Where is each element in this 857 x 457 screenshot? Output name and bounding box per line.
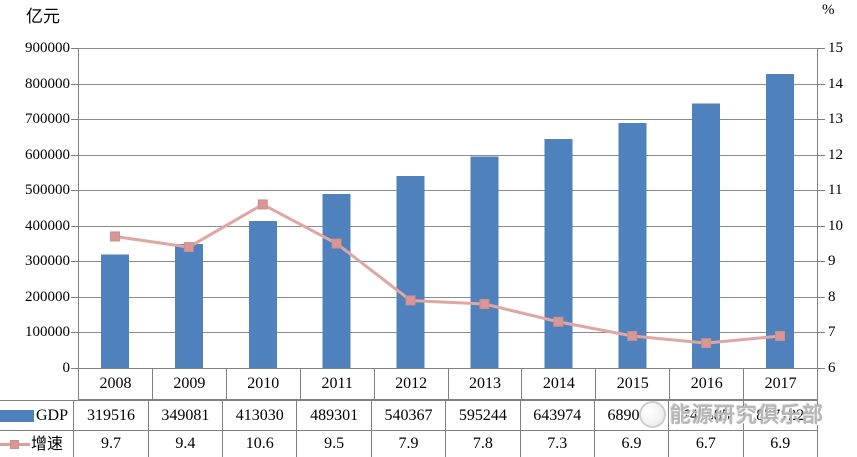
growth-marker <box>405 295 416 306</box>
growth-value-cell: 6.9 <box>593 431 668 457</box>
left-axis-unit-label: 亿元 <box>26 7 60 26</box>
gdp-value-cell: 643974 <box>519 401 594 430</box>
legend-gdp-swatch-icon <box>0 409 34 422</box>
right-axis-tick-label: 9 <box>828 253 836 270</box>
gdp-value-cell: 413030 <box>222 401 296 430</box>
gdp-bar <box>248 221 277 368</box>
gdp-bar <box>692 103 721 368</box>
year-cell: 2017 <box>743 369 817 399</box>
gdp-bar <box>544 139 573 368</box>
growth-value-cell: 7.8 <box>445 431 519 457</box>
right-axis-tick-label: 12 <box>828 146 843 163</box>
left-axis-tick-label: 200000 <box>25 288 70 305</box>
left-axis-tick-label: 800000 <box>25 75 70 92</box>
right-axis-tick-label: 7 <box>828 324 836 341</box>
gdp-value-cell: 319516 <box>73 401 147 430</box>
gdp-bar <box>618 123 647 369</box>
gdp-bar <box>174 243 203 368</box>
growth-marker <box>183 242 194 253</box>
gdp-value-cell: 595244 <box>445 401 519 430</box>
right-axis-tick-label: 15 <box>828 40 843 56</box>
right-axis-tick-label: 6 <box>828 360 836 376</box>
left-axis-tick-label: 600000 <box>25 146 70 163</box>
left-axis-tick-label: 300000 <box>25 253 70 270</box>
year-cell: 2012 <box>373 369 448 399</box>
year-cell: 2011 <box>299 369 374 399</box>
growth-value-cell: 9.4 <box>147 431 222 457</box>
year-cell: 2010 <box>225 369 300 399</box>
gdp-value-cell: 689052 <box>593 401 668 430</box>
growth-value-cell: 9.7 <box>73 431 147 457</box>
growth-value-cell: 9.5 <box>296 431 370 457</box>
growth-marker <box>331 238 342 249</box>
right-axis-tick-label: 14 <box>828 75 843 92</box>
growth-value-cell: 7.3 <box>519 431 594 457</box>
growth-marker <box>479 299 490 309</box>
right-axis-tick-label: 11 <box>828 182 843 199</box>
growth-marker <box>553 316 564 327</box>
growth-line <box>114 202 781 345</box>
legend-label: 增速 <box>31 435 64 453</box>
gdp-bar <box>470 156 499 368</box>
gdp-value-cell: 827122 <box>742 401 817 430</box>
growth-table-row: 增速 9.7 9.4 10.6 9.5 7.9 7.8 7.3 6.9 6.7 6.9 <box>0 430 818 457</box>
gdp-table-row: GDP 319516 349081 413030 489301 540367 595244 6… <box>0 400 818 431</box>
gdp-value-cell: 349081 <box>147 401 222 430</box>
year-axis-row: 2008 2009 2010 2011 2012 2013 2014 2015 2016 2017 <box>78 368 818 400</box>
left-axis-tick-label: 0 <box>62 360 71 376</box>
year-cell: 2013 <box>447 369 522 399</box>
growth-marker <box>701 338 712 349</box>
year-cell: 2009 <box>151 369 226 399</box>
gdp-bar <box>100 254 129 368</box>
right-axis-tick-label: 8 <box>828 288 836 305</box>
legend-label: GDP <box>36 407 69 424</box>
gdp-value-cell: 540367 <box>370 401 445 430</box>
growth-value-cell: 10.6 <box>222 431 296 457</box>
legend-cell: 增速 <box>0 431 73 457</box>
growth-marker <box>257 199 268 210</box>
growth-value-cell: 6.7 <box>668 431 742 457</box>
left-axis-tick-label: 100000 <box>25 324 70 341</box>
gdp-bar <box>396 175 425 368</box>
right-axis-unit-label: % <box>822 2 835 18</box>
legend-cell: GDP <box>0 401 73 430</box>
growth-marker <box>775 331 786 341</box>
gdp-value-cell: 489301 <box>296 401 370 430</box>
gdp-bar <box>322 194 351 368</box>
left-axis-tick-label: 900000 <box>25 40 70 56</box>
left-axis-tick-label: 500000 <box>25 182 70 199</box>
gdp-value-cell: 743585 <box>668 401 742 430</box>
growth-marker <box>627 331 638 341</box>
year-cell: 2016 <box>669 369 743 399</box>
legend-growth-swatch-icon <box>0 439 30 449</box>
year-cell: 2015 <box>595 369 669 399</box>
legend-line-marker-icon <box>10 439 19 449</box>
growth-value-cell: 7.9 <box>370 431 445 457</box>
year-cell: 2008 <box>99 375 132 392</box>
right-axis-tick-label: 10 <box>828 217 843 234</box>
gdp-bar <box>766 73 795 369</box>
growth-marker <box>109 231 120 242</box>
growth-value-cell: 6.9 <box>742 431 817 457</box>
year-cell: 2014 <box>521 369 595 399</box>
right-axis-tick-label: 13 <box>828 111 843 128</box>
left-axis-tick-label: 400000 <box>25 217 70 234</box>
left-axis-tick-label: 700000 <box>25 111 70 128</box>
